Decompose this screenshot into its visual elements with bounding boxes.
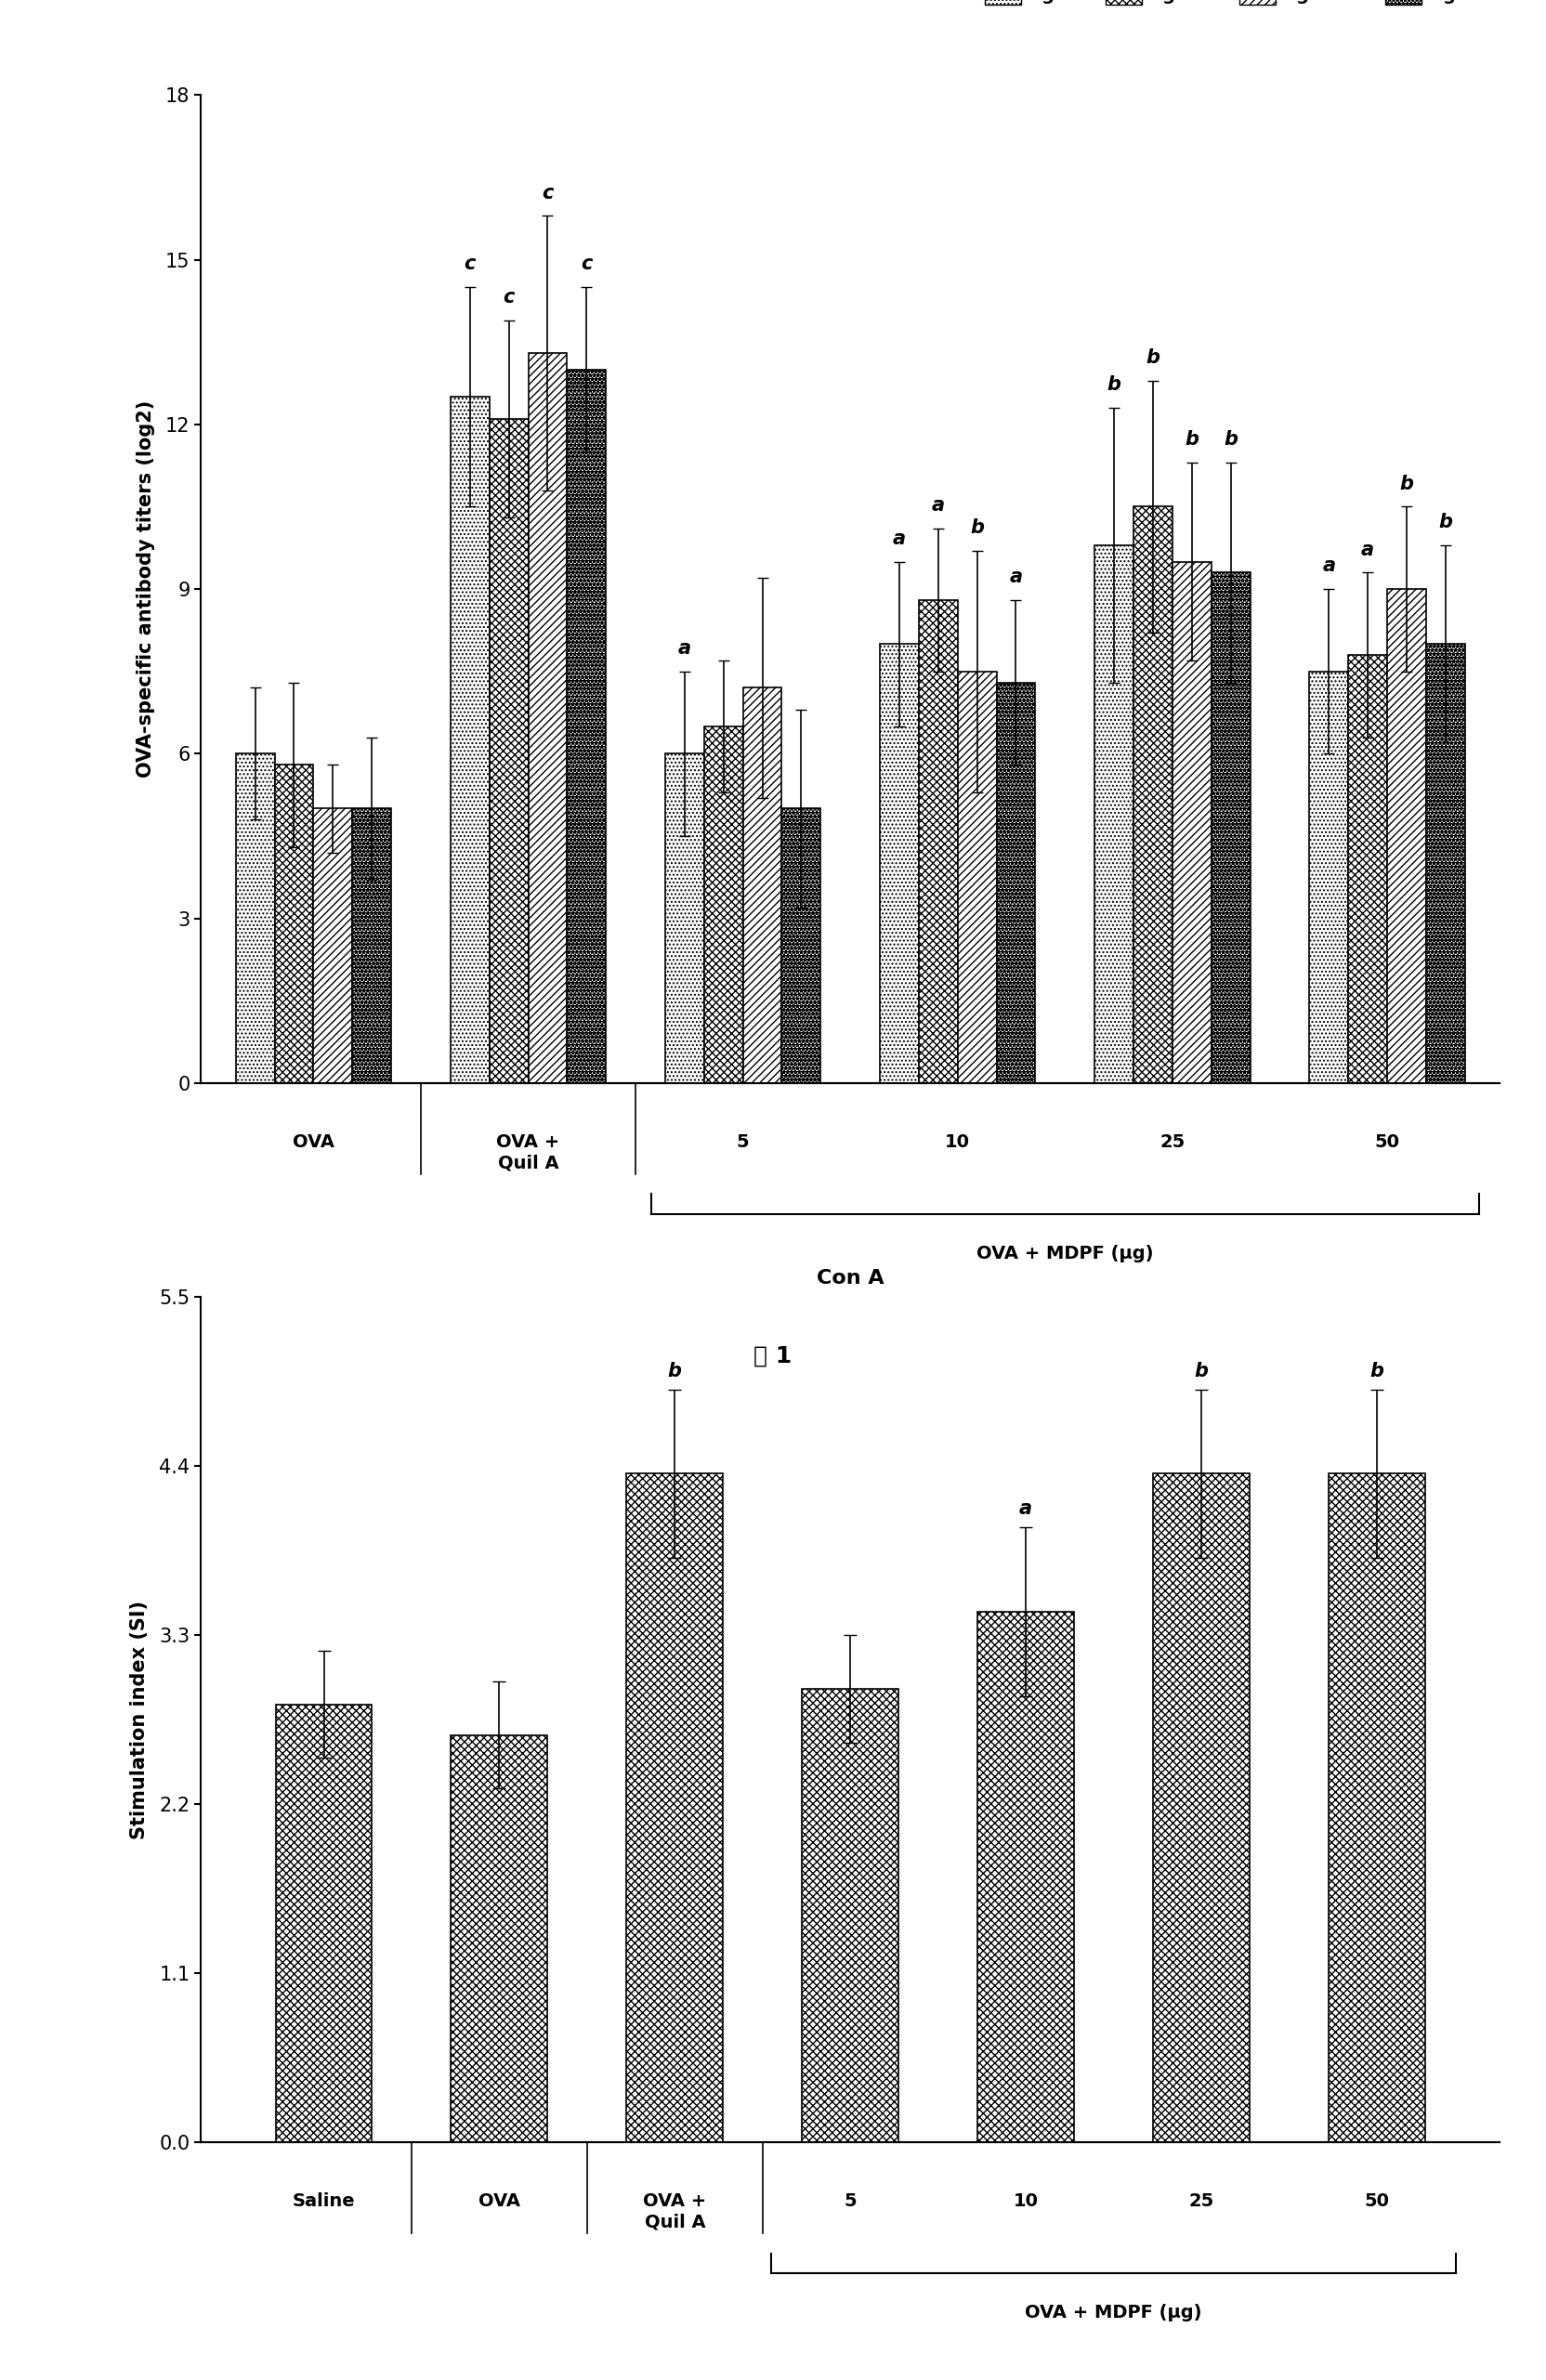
Bar (744, 688, 782, 1083)
Text: b: b (1438, 512, 1452, 531)
Y-axis label: Stimulation index (SI): Stimulation index (SI) (130, 1599, 148, 1840)
Text: c: c (543, 183, 553, 202)
Bar (352, 809, 391, 1083)
Text: b: b (1107, 376, 1121, 395)
Text: 图 1: 图 1 (754, 1345, 792, 1366)
Bar (626, 1473, 724, 2142)
Bar (918, 600, 957, 1083)
Text: 25: 25 (1189, 2192, 1214, 2211)
Bar (450, 397, 490, 1083)
Text: a: a (679, 640, 691, 657)
Bar (490, 419, 529, 1083)
Text: b: b (1370, 1361, 1384, 1380)
Text: Saline: Saline (292, 2192, 356, 2211)
Bar (451, 1735, 547, 2142)
Text: c: c (464, 255, 476, 274)
Text: a: a (1360, 540, 1374, 559)
Bar (1211, 574, 1251, 1083)
Bar (1328, 1473, 1425, 2142)
Text: OVA +
Quil A: OVA + Quil A (496, 1133, 560, 1171)
Bar (997, 683, 1036, 1083)
Bar (665, 754, 703, 1083)
Bar (275, 1704, 373, 2142)
Bar (1133, 507, 1172, 1083)
Title: Con A: Con A (816, 1269, 884, 1288)
Text: a: a (1322, 557, 1336, 576)
Bar (1095, 545, 1133, 1083)
Bar (529, 352, 567, 1083)
Text: a: a (1019, 1499, 1033, 1518)
Bar (802, 1690, 898, 2142)
Bar (957, 671, 997, 1083)
Text: a: a (894, 528, 906, 547)
Bar (1348, 655, 1387, 1083)
Text: 5: 5 (736, 1133, 750, 1152)
Legend: IgG, IgG1, IgG2a, IgG2b: IgG, IgG1, IgG2a, IgG2b (977, 0, 1504, 12)
Text: b: b (1184, 431, 1198, 450)
Text: b: b (971, 519, 985, 538)
Bar (1172, 562, 1211, 1083)
Bar (1309, 671, 1348, 1083)
Text: 25: 25 (1160, 1133, 1186, 1152)
Text: OVA: OVA (478, 2192, 519, 2211)
Bar (1153, 1473, 1249, 2142)
Text: 10: 10 (945, 1133, 971, 1152)
Text: 50: 50 (1374, 1133, 1399, 1152)
Text: a: a (932, 497, 945, 514)
Text: c: c (581, 255, 592, 274)
Bar (880, 645, 918, 1083)
Text: a: a (1010, 569, 1022, 585)
Bar (1425, 645, 1466, 1083)
Text: 5: 5 (844, 2192, 856, 2211)
Text: b: b (1399, 474, 1413, 493)
Bar (1387, 588, 1425, 1083)
Bar (567, 369, 606, 1083)
Bar (314, 809, 352, 1083)
Text: b: b (1224, 431, 1238, 450)
Text: OVA +
Quil A: OVA + Quil A (643, 2192, 707, 2230)
Text: 50: 50 (1364, 2192, 1390, 2211)
Text: OVA + MDPF (μg): OVA + MDPF (μg) (1025, 2304, 1203, 2321)
Text: 10: 10 (1013, 2192, 1039, 2211)
Bar (235, 754, 275, 1083)
Bar (703, 726, 744, 1083)
Text: OVA + MDPF (μg): OVA + MDPF (μg) (977, 1245, 1153, 1261)
Bar (275, 764, 314, 1083)
Y-axis label: OVA-specific antibody titers (log2): OVA-specific antibody titers (log2) (136, 400, 155, 778)
Text: c: c (502, 288, 515, 307)
Text: b: b (1195, 1361, 1209, 1380)
Text: b: b (1146, 347, 1160, 367)
Bar (782, 809, 821, 1083)
Text: OVA: OVA (292, 1133, 334, 1152)
Text: b: b (668, 1361, 682, 1380)
Bar (977, 1611, 1074, 2142)
